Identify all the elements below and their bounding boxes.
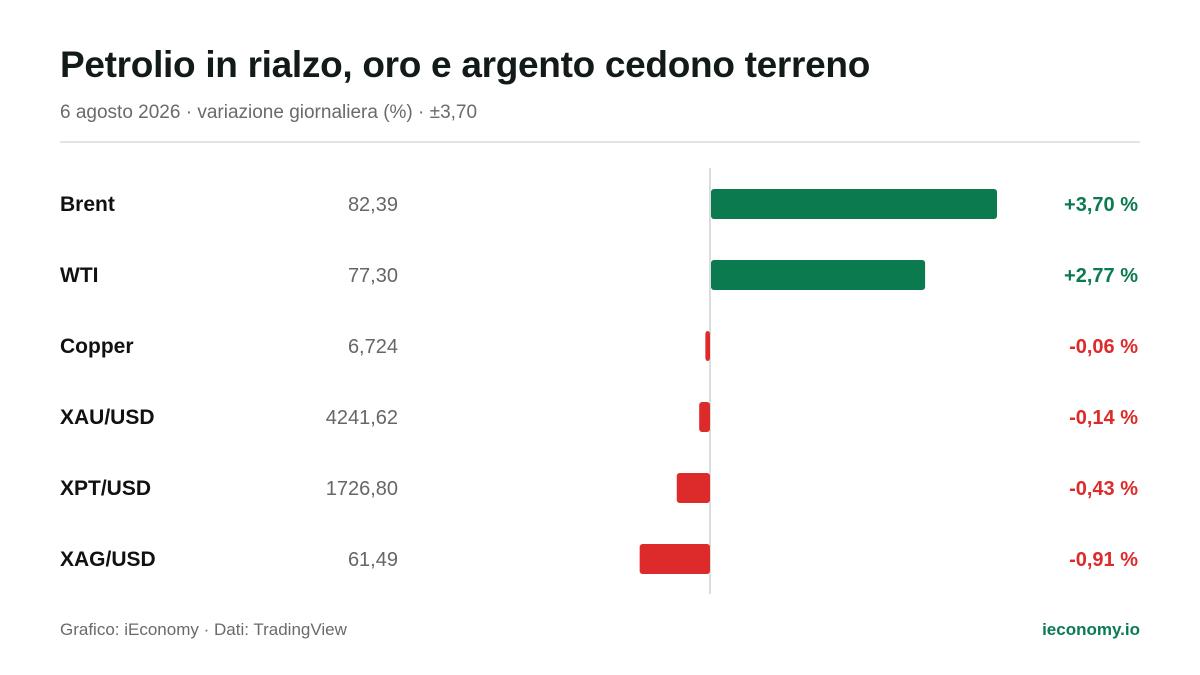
value-label: +2,77 %	[1064, 265, 1138, 287]
price-label: 61,49	[348, 549, 398, 571]
value-label: +3,70 %	[1064, 194, 1138, 216]
category-label: XAU/USD	[60, 406, 155, 429]
bar	[711, 260, 926, 290]
bar	[711, 189, 997, 219]
footer-brand: ieconomy.io	[1042, 620, 1140, 639]
value-label: -0,06 %	[1069, 336, 1138, 358]
category-label: Copper	[60, 335, 134, 358]
bar	[699, 402, 710, 432]
category-label: XAG/USD	[60, 548, 156, 571]
footer-source: Grafico: iEconomy · Dati: TradingView	[60, 620, 347, 639]
price-label: 6,724	[348, 336, 398, 358]
value-label: -0,43 %	[1069, 478, 1138, 500]
price-label: 82,39	[348, 194, 398, 216]
price-label: 1726,80	[326, 478, 398, 500]
value-label: -0,91 %	[1069, 549, 1138, 571]
category-label: WTI	[60, 264, 98, 287]
chart-subtitle: 6 agosto 2026 · variazione giornaliera (…	[60, 102, 478, 123]
bar	[676, 473, 710, 503]
price-label: 77,30	[348, 265, 398, 287]
price-label: 4241,62	[326, 407, 398, 429]
category-label: Brent	[60, 193, 115, 216]
bar	[705, 331, 710, 361]
category-label: XPT/USD	[60, 477, 151, 500]
header-divider	[60, 141, 1140, 143]
value-label: -0,14 %	[1069, 407, 1138, 429]
bar	[639, 544, 710, 574]
chart-title: Petrolio in rialzo, oro e argento cedono…	[60, 44, 870, 85]
